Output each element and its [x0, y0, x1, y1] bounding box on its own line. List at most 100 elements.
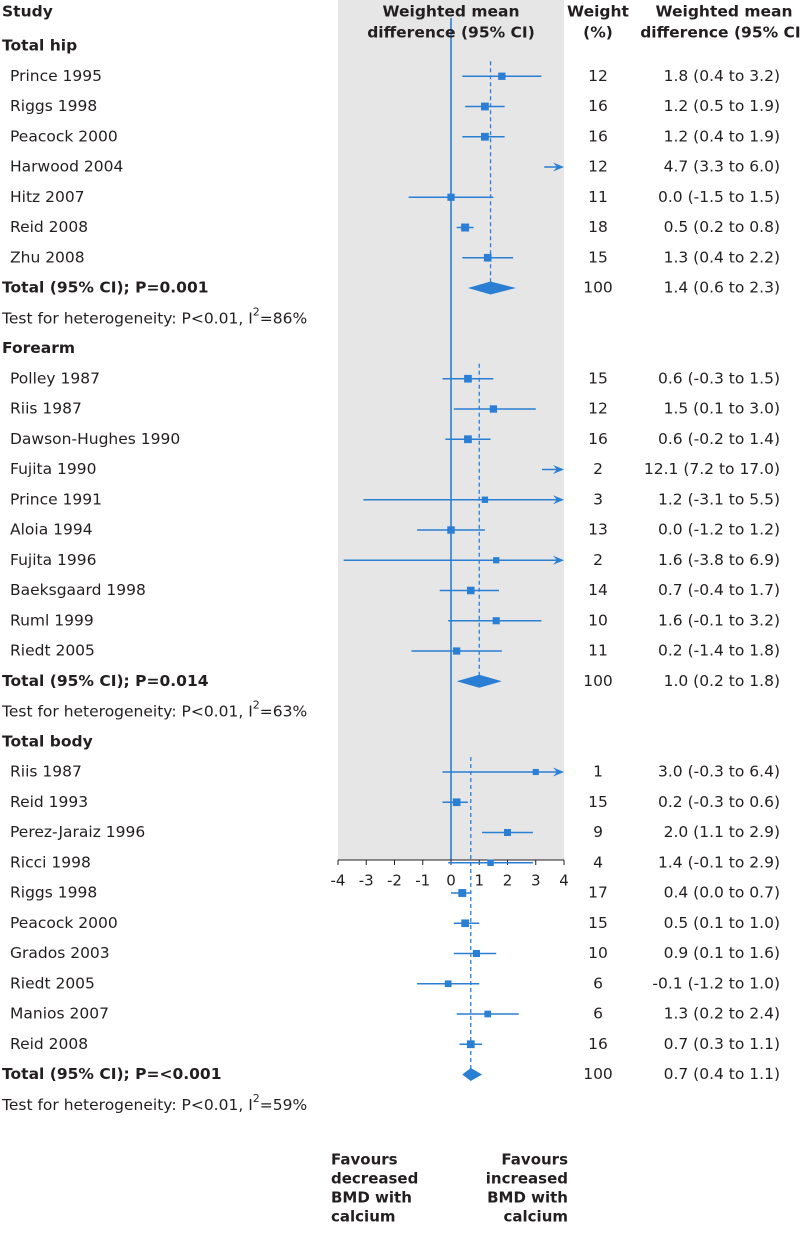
- study-weight: 2: [593, 551, 603, 569]
- heterogeneity-text: Test for heterogeneity: P<0.01, I2=63%: [1, 698, 307, 720]
- study-label: Perez-Jaraiz 1996: [10, 823, 145, 841]
- study-weight: 15: [588, 369, 608, 387]
- study-label: Riedt 2005: [10, 974, 95, 992]
- study-label: Grados 2003: [10, 944, 110, 962]
- study-weight: 10: [588, 611, 608, 629]
- favours-left-label: calcium: [331, 1208, 396, 1226]
- ci-arrow: [553, 465, 564, 474]
- study-ci-text: 1.8 (0.4 to 3.2): [664, 67, 780, 85]
- total-label-total-body: Total (95% CI); P=<0.001: [2, 1065, 222, 1083]
- study-ci-text: 0.6 (-0.2 to 1.4): [658, 430, 780, 448]
- study-weight: 12: [588, 67, 608, 85]
- point-estimate: [447, 193, 455, 201]
- study-weight: 12: [588, 158, 608, 176]
- study-ci-text: 0.2 (-0.3 to 0.6): [658, 793, 780, 811]
- study-ci-text: 0.5 (0.1 to 1.0): [664, 914, 780, 932]
- study-ci-text: 0.2 (-1.4 to 1.8): [658, 642, 780, 660]
- total-weight: 100: [583, 1065, 613, 1083]
- study-ci-text: 0.0 (-1.2 to 1.2): [658, 521, 780, 539]
- point-estimate: [452, 798, 461, 807]
- x-tick-label: -4: [331, 872, 346, 890]
- point-estimate: [466, 1040, 475, 1049]
- study-label: Peacock 2000: [10, 914, 118, 932]
- study-weight: 9: [593, 823, 603, 841]
- study-label: Reid 2008: [10, 218, 88, 236]
- favours-right-label: BMD with: [487, 1189, 568, 1207]
- study-ci-text: 1.2 (-3.1 to 5.5): [658, 490, 780, 508]
- favours-left-label: decreased: [331, 1170, 418, 1188]
- study-weight: 14: [588, 581, 608, 599]
- heterogeneity-text: Test for heterogeneity: P<0.01, I2=59%: [1, 1091, 307, 1113]
- ci-arrow: [553, 162, 564, 172]
- weight-header-line2: (%): [583, 24, 613, 42]
- x-tick-label: 1: [474, 872, 484, 890]
- study-label: Fujita 1996: [10, 551, 96, 569]
- x-tick-label: 4: [559, 872, 569, 890]
- study-weight: 16: [588, 1035, 608, 1053]
- study-ci-text: 0.0 (-1.5 to 1.5): [658, 188, 780, 206]
- study-label: Dawson-Hughes 1990: [10, 430, 180, 448]
- point-estimate: [458, 889, 467, 897]
- study-ci-text: 0.6 (-0.3 to 1.5): [658, 369, 780, 387]
- study-weight: 6: [593, 1005, 603, 1023]
- study-ci-text: 4.7 (3.3 to 6.0): [664, 158, 780, 176]
- study-weight: 12: [588, 400, 608, 418]
- study-label: Prince 1991: [10, 490, 102, 508]
- x-tick-label: 3: [531, 872, 541, 890]
- group-title-forearm: Forearm: [2, 339, 75, 357]
- point-estimate: [493, 557, 500, 564]
- study-ci-text: 1.6 (-0.1 to 3.2): [658, 611, 780, 629]
- point-estimate: [461, 223, 470, 232]
- study-ci-text: 0.5 (0.2 to 0.8): [664, 218, 780, 236]
- study-label: Peacock 2000: [10, 127, 118, 145]
- weight-header-line1: Weight: [567, 3, 629, 21]
- wmd-header-line1: Weighted mean: [382, 3, 519, 21]
- study-label: Manios 2007: [10, 1005, 109, 1023]
- point-estimate: [492, 617, 500, 625]
- study-label: Riggs 1998: [10, 97, 97, 115]
- study-ci-text: 1.6 (-3.8 to 6.9): [658, 551, 780, 569]
- heterogeneity-text: Test for heterogeneity: P<0.01, I2=86%: [1, 305, 307, 327]
- point-estimate: [483, 253, 492, 262]
- study-ci-text: 1.3 (0.2 to 2.4): [664, 1005, 780, 1023]
- group-title-total-hip: Total hip: [2, 37, 77, 55]
- study-ci-text: 0.4 (0.0 to 0.7): [664, 884, 780, 902]
- study-label: Hitz 2007: [10, 188, 85, 206]
- study-weight: 2: [593, 460, 603, 478]
- x-tick-label: -3: [359, 872, 374, 890]
- study-label: Zhu 2008: [10, 248, 85, 266]
- point-estimate: [472, 949, 480, 958]
- ci-arrow: [553, 767, 564, 777]
- study-label: Riis 1987: [10, 400, 82, 418]
- study-weight: 16: [588, 127, 608, 145]
- x-tick-label: 2: [503, 872, 513, 890]
- ci-header-line2: difference (95% CI): [640, 24, 800, 42]
- study-weight: 16: [588, 97, 608, 115]
- study-weight: 4: [593, 853, 603, 871]
- total-label-total-hip: Total (95% CI); P=0.001: [2, 279, 209, 297]
- point-estimate: [453, 647, 461, 655]
- ci-header-line1: Weighted mean: [655, 3, 792, 21]
- study-label: Riis 1987: [10, 763, 82, 781]
- study-label: Baeksgaard 1998: [10, 581, 146, 599]
- study-weight: 17: [588, 884, 608, 902]
- x-tick-label: -2: [387, 872, 402, 890]
- pooled-diamond: [462, 1068, 483, 1081]
- study-ci-text: 1.5 (0.1 to 3.0): [664, 400, 780, 418]
- point-estimate: [461, 919, 469, 928]
- study-label: Harwood 2004: [10, 158, 123, 176]
- study-weight: 15: [588, 914, 608, 932]
- point-estimate: [481, 496, 489, 503]
- study-label: Aloia 1994: [10, 521, 93, 539]
- study-label: Reid 1993: [10, 793, 88, 811]
- study-weight: 13: [588, 521, 608, 539]
- study-ci-text: 12.1 (7.2 to 17.0): [644, 460, 780, 478]
- study-label: Fujita 1990: [10, 460, 96, 478]
- study-weight: 3: [593, 490, 603, 508]
- study-label: Polley 1987: [10, 369, 100, 387]
- point-estimate: [504, 829, 511, 836]
- study-weight: 6: [593, 974, 603, 992]
- total-weight: 100: [583, 672, 613, 690]
